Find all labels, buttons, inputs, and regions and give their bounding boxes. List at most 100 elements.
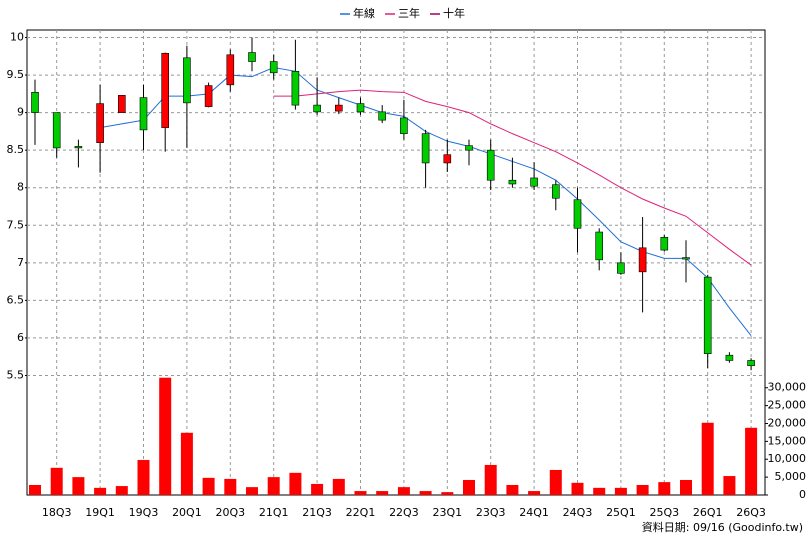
x-tick-label: 25Q1 xyxy=(606,506,636,519)
volume-bar xyxy=(658,482,671,495)
volume-bar xyxy=(246,487,258,495)
volume-bar xyxy=(506,484,519,495)
candle-body xyxy=(617,262,625,274)
volume-bar xyxy=(484,464,497,495)
x-tick-label: 26Q3 xyxy=(736,506,766,519)
x-tick-label: 23Q1 xyxy=(432,506,462,519)
candle-body xyxy=(443,154,452,164)
volume-tick-label: 5,000 xyxy=(775,470,807,483)
x-tick-label: 19Q1 xyxy=(85,506,115,519)
candle-body xyxy=(334,104,343,112)
volume-tick-label: 30,000 xyxy=(768,381,807,394)
y-tick-label: 8 xyxy=(17,181,24,194)
volume-tick-label: 25,000 xyxy=(768,399,807,412)
x-tick-label: 21Q3 xyxy=(302,506,332,519)
candle-body xyxy=(551,184,560,199)
volume-bar xyxy=(267,477,280,495)
volume-bar xyxy=(224,478,237,495)
candle-body xyxy=(313,104,321,113)
volume-bar xyxy=(50,467,63,495)
volume-bar xyxy=(745,427,758,495)
candle-body xyxy=(378,111,387,121)
volume-tick-label: 0 xyxy=(799,488,806,501)
candle-body xyxy=(682,257,690,260)
legend-label: 年線 xyxy=(353,6,375,20)
y-tick-label: 6 xyxy=(17,331,24,344)
candle-body xyxy=(161,52,169,128)
legend-label: 十年 xyxy=(443,6,465,20)
candle-body xyxy=(421,133,430,164)
x-tick-label: 22Q1 xyxy=(346,506,376,519)
volume-tick-label: 15,000 xyxy=(768,434,807,447)
volume-bar xyxy=(701,422,714,495)
candle-body xyxy=(660,236,669,251)
candle-body xyxy=(226,54,235,86)
volume-bar xyxy=(94,487,107,495)
volume-bar xyxy=(571,482,584,495)
volume-bar xyxy=(159,377,172,495)
candle-body xyxy=(747,360,755,367)
candle-body xyxy=(508,179,517,185)
volume-bar xyxy=(419,491,432,495)
candle-body xyxy=(139,97,148,131)
y-tick-label: 10 xyxy=(10,31,24,44)
candle-body xyxy=(465,145,473,151)
x-tick-label: 19Q3 xyxy=(129,506,159,519)
candle-body xyxy=(74,146,83,149)
volume-bar xyxy=(636,484,649,495)
line xyxy=(273,89,752,266)
volume-bar xyxy=(593,487,606,495)
candle-body xyxy=(356,103,365,113)
volume-tick-label: 20,000 xyxy=(768,416,807,429)
x-tick-label: 23Q3 xyxy=(476,506,506,519)
candle-body xyxy=(183,57,191,104)
x-tick-label: 25Q3 xyxy=(649,506,679,519)
candle-body xyxy=(703,276,712,355)
y-tick-label: 7 xyxy=(17,256,24,269)
y-tick-label: 7.5 xyxy=(7,218,25,231)
y-tick-label: 9 xyxy=(17,106,24,119)
x-tick-label: 24Q3 xyxy=(563,506,593,519)
x-tick-label: 26Q1 xyxy=(693,506,723,519)
volume-bar xyxy=(72,477,85,495)
volume-bar xyxy=(29,484,41,495)
footnote: 資料日期: 09/16 (Goodinfo.tw) xyxy=(642,520,803,534)
candle-body xyxy=(291,71,300,106)
line xyxy=(100,67,752,336)
volume-bar xyxy=(180,432,193,495)
y-tick-label: 6.5 xyxy=(7,293,25,306)
volume-bar xyxy=(723,476,736,495)
candle-body xyxy=(269,61,278,74)
x-tick-label: 20Q3 xyxy=(215,506,245,519)
volume-bar xyxy=(137,459,150,495)
x-tick-label: 18Q3 xyxy=(42,506,72,519)
y-tick-label: 9.5 xyxy=(7,68,25,81)
candle-body xyxy=(530,177,538,187)
candle-body xyxy=(400,117,408,134)
candle-body xyxy=(204,85,213,107)
volume-bar xyxy=(614,487,627,495)
volume-bar xyxy=(289,472,302,495)
volume-bar xyxy=(528,491,541,495)
y-tick-label: 8.5 xyxy=(7,143,25,156)
volume-bar xyxy=(115,486,128,495)
volume-bar xyxy=(463,479,475,495)
legend-label: 三年 xyxy=(398,6,420,20)
candle-body xyxy=(573,199,582,229)
x-tick-label: 24Q1 xyxy=(519,506,549,519)
volume-bar xyxy=(311,483,324,495)
volume-bar xyxy=(549,469,562,495)
candle-body xyxy=(52,112,61,149)
candle-body xyxy=(31,92,39,113)
volume-bar xyxy=(332,478,345,495)
candle-body xyxy=(725,354,734,361)
volume-bar xyxy=(397,487,410,495)
candle-body xyxy=(595,231,604,261)
x-tick-label: 22Q3 xyxy=(389,506,419,519)
candle-body xyxy=(486,149,495,181)
volume-bar xyxy=(376,491,389,495)
y-tick-label: 5.5 xyxy=(7,368,25,381)
candle-body xyxy=(638,247,647,273)
candle-body xyxy=(96,103,104,143)
